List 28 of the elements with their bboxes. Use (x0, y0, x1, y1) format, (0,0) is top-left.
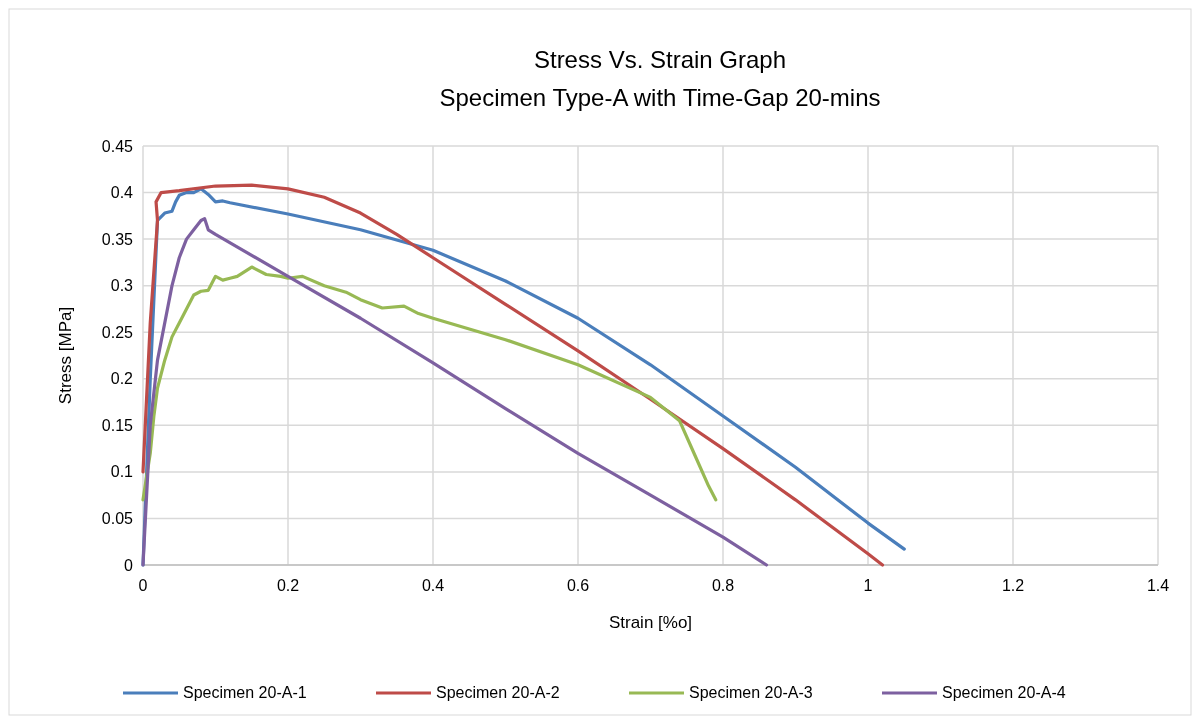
chart-subtitle: Specimen Type-A with Time-Gap 20-mins (439, 84, 881, 111)
line-series (141, 217, 769, 567)
x-tick-label: 1 (863, 577, 873, 594)
x-tick-label: 0.8 (711, 577, 735, 594)
legend-label: Specimen 20-A-3 (689, 684, 813, 701)
line-series (141, 265, 718, 502)
x-tick-label: 0.6 (566, 577, 590, 594)
chart-title: Stress Vs. Strain Graph (533, 46, 787, 73)
y-tick-label: 0.25 (101, 323, 134, 341)
y-tick-label: 0.2 (110, 370, 134, 388)
x-axis-title: Strain [%o] (608, 613, 693, 632)
y-tick-label: 0.15 (101, 416, 134, 434)
legend-label: Specimen 20-A-4 (942, 684, 1066, 701)
y-tick-label: 0.1 (110, 463, 134, 481)
x-tick-label: 1.2 (1001, 577, 1025, 594)
y-tick-label: 0.4 (110, 184, 134, 202)
y-tick-label: 0.35 (101, 230, 134, 248)
legend-label: Specimen 20-A-2 (436, 684, 560, 701)
y-tick-label: 0.05 (101, 510, 134, 528)
y-tick-label: 0.45 (101, 137, 134, 155)
x-tick-label: 1.4 (1146, 577, 1170, 594)
x-tick-label: 0.2 (276, 577, 300, 594)
y-axis-title: Stress [MPa] (56, 306, 75, 405)
legend-label: Specimen 20-A-1 (183, 684, 307, 701)
y-tick-label: 0.3 (110, 277, 134, 295)
x-tick-label: 0 (138, 577, 148, 594)
y-tick-label: 0 (124, 556, 134, 574)
x-tick-label: 0.4 (421, 577, 445, 594)
